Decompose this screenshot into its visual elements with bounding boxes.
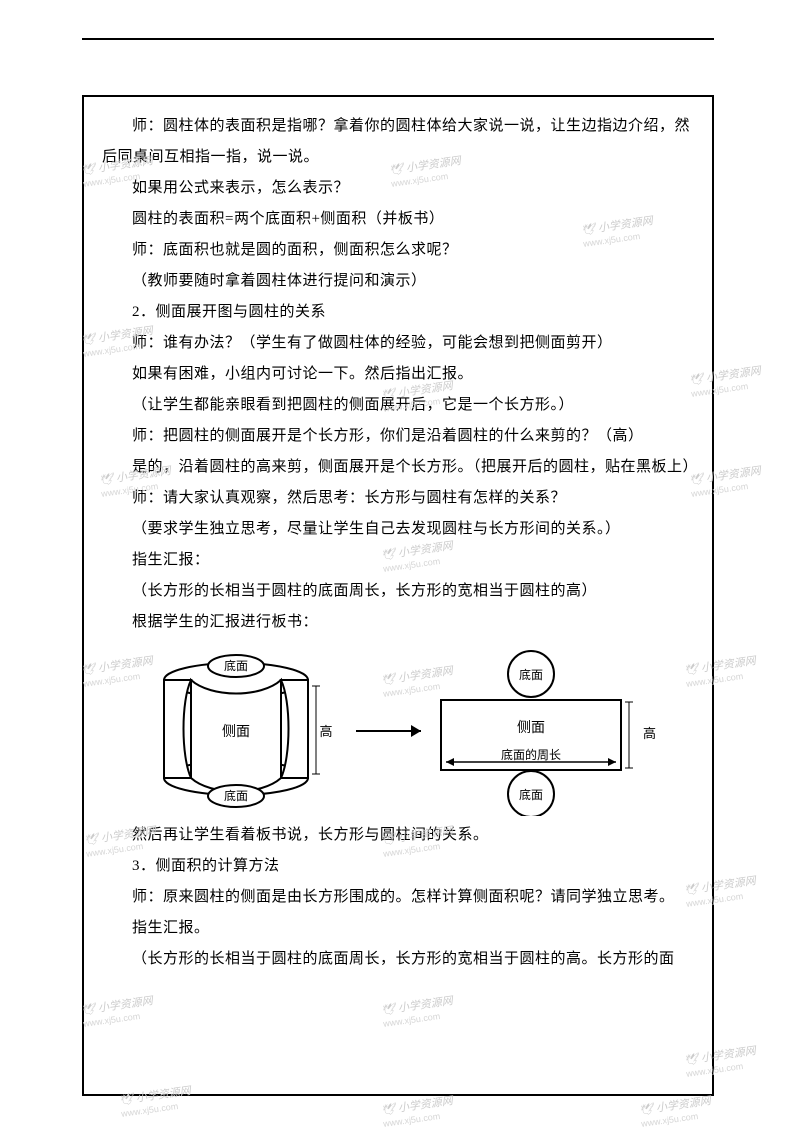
- paragraph: （长方形的长相当于圆柱的底面周长，长方形的宽相当于圆柱的高）: [102, 576, 700, 607]
- rect-bottom-label: 底面: [519, 787, 543, 802]
- paragraph: 师：底面积也就是圆的面积，侧面积怎么求呢？: [102, 235, 700, 266]
- rect-height-label: 高: [643, 726, 656, 741]
- cylinder-shape: 底面 底面 侧面 高: [164, 655, 333, 807]
- rect-top-label: 底面: [519, 667, 543, 682]
- paragraph: 圆柱的表面积=两个底面积+侧面积（并板书）: [102, 204, 700, 235]
- cyl-height-label: 高: [319, 724, 332, 739]
- paragraph: （让学生都能亲眼看到把圆柱的侧面展开后，它是一个长方形。）: [102, 390, 700, 421]
- cyl-top-label: 底面: [224, 658, 248, 673]
- paragraph: 根据学生的汇报进行板书：: [102, 607, 700, 638]
- paragraph: 如果有困难，小组内可讨论一下。然后指出汇报。: [102, 359, 700, 390]
- watermark: 🕊 小学资源网www.xj5u.com: [381, 1095, 456, 1131]
- paragraph: 师：圆柱体的表面积是指哪？拿着你的圆柱体给大家说一说，让生边指边介绍，然后同桌间…: [102, 111, 700, 173]
- paragraph: 师：谁有办法？（学生有了做圆柱体的经验，可能会想到把侧面剪开）: [102, 328, 700, 359]
- cylinder-unroll-diagram: 底面 底面 侧面 高 底面 底面 侧面: [121, 646, 681, 816]
- rect-side-label: 侧面: [517, 720, 545, 736]
- rect-base-label: 底面的周长: [501, 747, 561, 762]
- watermark: 🕊 小学资源网www.xj5u.com: [639, 1095, 714, 1131]
- paragraph: 是的，沿着圆柱的高来剪，侧面展开是个长方形。（把展开后的圆柱，贴在黑板上）: [102, 452, 700, 483]
- paragraph: 指生汇报：: [102, 545, 700, 576]
- paragraph: （长方形的长相当于圆柱的底面周长，长方形的宽相当于圆柱的高。长方形的面: [102, 944, 700, 975]
- arrow-icon: [356, 725, 421, 737]
- paragraph: （要求学生独立思考，尽量让学生自己去发现圆柱与长方形间的关系。）: [102, 514, 700, 545]
- unrolled-shape: 底面 底面 侧面 底面的周长 高: [441, 651, 656, 816]
- paragraph: 指生汇报。: [102, 913, 700, 944]
- paragraph: 然后再让学生看着板书说，长方形与圆柱间的关系。: [102, 820, 700, 851]
- paragraph: 3．侧面积的计算方法: [102, 851, 700, 882]
- paragraph: 师：请大家认真观察，然后思考：长方形与圆柱有怎样的关系？: [102, 483, 700, 514]
- cyl-side-label: 侧面: [222, 724, 250, 740]
- paragraph: 师：原来圆柱的侧面是由长方形围成的。怎样计算侧面积呢？请同学独立思考。: [102, 882, 700, 913]
- paragraph: 2．侧面展开图与圆柱的关系: [102, 297, 700, 328]
- cyl-bottom-label: 底面: [224, 788, 248, 803]
- page-content: 师：圆柱体的表面积是指哪？拿着你的圆柱体给大家说一说，让生边指边介绍，然后同桌间…: [82, 95, 714, 1096]
- paragraph: （教师要随时拿着圆柱体进行提问和演示）: [102, 266, 700, 297]
- paragraph: 如果用公式来表示，怎么表示？: [102, 173, 700, 204]
- paragraph: 师：把圆柱的侧面展开是个长方形，你们是沿着圆柱的什么来剪的？（高）: [102, 421, 700, 452]
